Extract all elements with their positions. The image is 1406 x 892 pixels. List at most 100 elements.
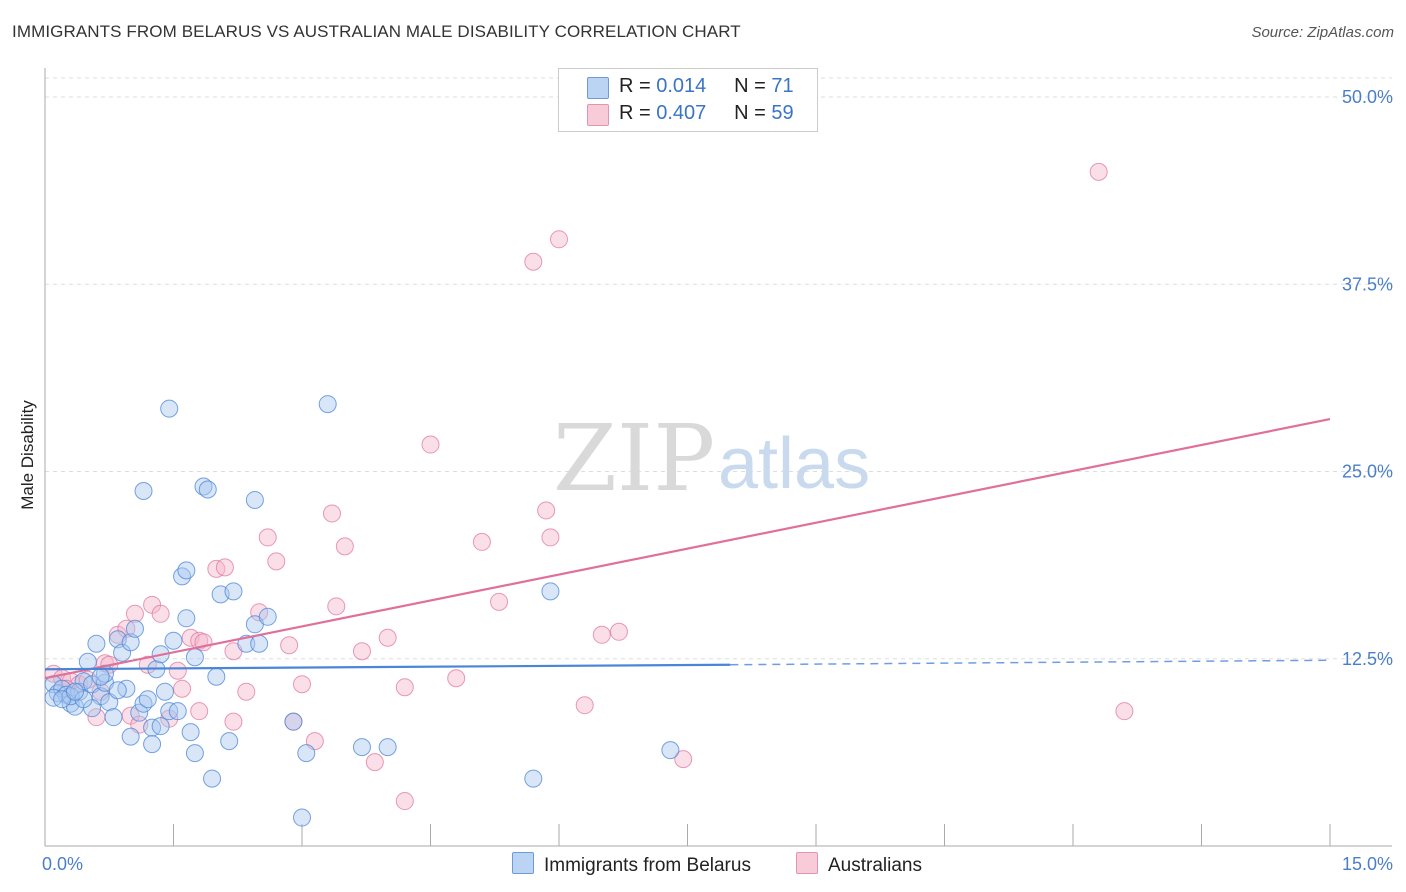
y-tick-label: 37.5% [1342, 274, 1393, 294]
point-belarus [207, 667, 226, 686]
point-belarus [108, 681, 127, 700]
point-belarus [258, 607, 277, 626]
legend-r-label: R = [619, 102, 651, 124]
point-belarus [185, 744, 204, 763]
point-belarus [181, 723, 200, 742]
bottom-legend-swatch-pink [796, 852, 818, 874]
point-belarus [284, 712, 303, 731]
point-belarus [164, 631, 183, 650]
point-australians [237, 682, 256, 701]
point-australians [378, 628, 397, 647]
point-australians [327, 597, 346, 616]
grid-lines [45, 77, 1392, 660]
point-australians [280, 636, 299, 655]
point-belarus [160, 399, 179, 418]
source-label: Source: ZipAtlas.com [1251, 24, 1394, 41]
point-australians [575, 696, 594, 715]
point-australians [151, 604, 170, 623]
point-belarus [168, 702, 187, 721]
legend-n-label: N = [734, 75, 766, 97]
point-belarus [151, 717, 170, 736]
point-australians [322, 504, 341, 523]
axes [44, 68, 1392, 847]
legend-n-label: N = [734, 102, 766, 124]
point-australians [524, 252, 543, 271]
point-belarus [130, 703, 149, 722]
point-australians [125, 604, 144, 623]
point-belarus [524, 769, 543, 788]
point-australians [258, 528, 277, 547]
point-australians [267, 552, 286, 571]
point-australians [537, 501, 556, 520]
legend-n-value-belarus: 71 [771, 75, 794, 97]
point-australians [250, 603, 269, 622]
y-tick-label: 50.0% [1342, 87, 1393, 107]
point-australians [173, 679, 192, 698]
legend-n-value-australians: 59 [771, 102, 794, 124]
point-belarus [91, 667, 110, 686]
x-tick-label-min: 0.0% [42, 854, 83, 874]
point-australians [609, 622, 628, 641]
legend-swatch-pink [587, 104, 609, 126]
legend-r-value-belarus: 0.014 [656, 75, 707, 97]
legend-r-value-australians: 0.407 [656, 102, 707, 124]
point-australians [293, 675, 311, 694]
point-belarus [134, 481, 153, 500]
point-belarus [125, 619, 144, 638]
point-australians [592, 625, 611, 644]
chart-title: IMMIGRANTS FROM BELARUS VS AUSTRALIAN MA… [12, 22, 741, 41]
trend-line-belarus [44, 663, 731, 671]
bottom-legend-label-australians: Australians [828, 855, 922, 876]
point-belarus [185, 648, 204, 667]
point-belarus [378, 738, 397, 757]
bottom-legend-swatch-blue [512, 852, 534, 874]
bottom-legend-label-belarus: Immigrants from Belarus [544, 855, 751, 876]
point-belarus [318, 395, 337, 414]
point-australians [674, 750, 693, 769]
watermark-zip: ZIP [553, 405, 715, 512]
legend-r-label: R = [619, 75, 651, 97]
point-belarus [155, 682, 174, 701]
bottom-legend-belarus: Immigrants from Belarus [512, 852, 751, 877]
point-australians [541, 528, 560, 547]
point-australians [395, 678, 414, 697]
point-belarus [250, 634, 269, 653]
point-australians [335, 537, 354, 556]
point-belarus [352, 738, 371, 757]
point-belarus [245, 490, 264, 509]
point-belarus [121, 727, 140, 746]
trend-line-belarus-extrapolated [730, 659, 1331, 666]
point-australians [472, 532, 491, 551]
point-belarus [293, 808, 311, 827]
point-australians [352, 642, 371, 661]
y-tick-label: 25.0% [1342, 462, 1393, 482]
bottom-legend-australians: Australians [796, 852, 922, 877]
point-belarus [104, 708, 123, 727]
x-tick-label-max: 15.0% [1342, 854, 1393, 874]
y-tick-label: 12.5% [1342, 649, 1393, 669]
point-belarus [203, 769, 222, 788]
point-belarus [198, 480, 217, 499]
point-australians [168, 661, 187, 680]
point-belarus [661, 741, 680, 760]
point-belarus [177, 609, 196, 628]
point-australians [1115, 702, 1134, 721]
point-belarus [65, 682, 84, 701]
point-belarus [220, 732, 239, 751]
point-australians [1089, 162, 1108, 181]
point-belarus [541, 582, 560, 601]
legend-swatch-blue [587, 77, 609, 99]
point-australians [421, 435, 440, 454]
point-belarus [143, 735, 162, 754]
point-australians [395, 792, 414, 811]
point-australians [215, 558, 234, 577]
watermark-atlas: atlas [718, 424, 870, 504]
correlation-legend: R = 0.014 N = 71 R = 0.407 N = 59 [558, 68, 818, 132]
tick-labels: 12.5% 25.0% 37.5% 50.0% 0.0% 15.0% [42, 87, 1393, 874]
point-belarus [224, 582, 243, 601]
point-australians [365, 753, 384, 772]
point-australians [224, 712, 243, 731]
belarus-points [44, 395, 680, 827]
point-belarus [87, 634, 106, 653]
